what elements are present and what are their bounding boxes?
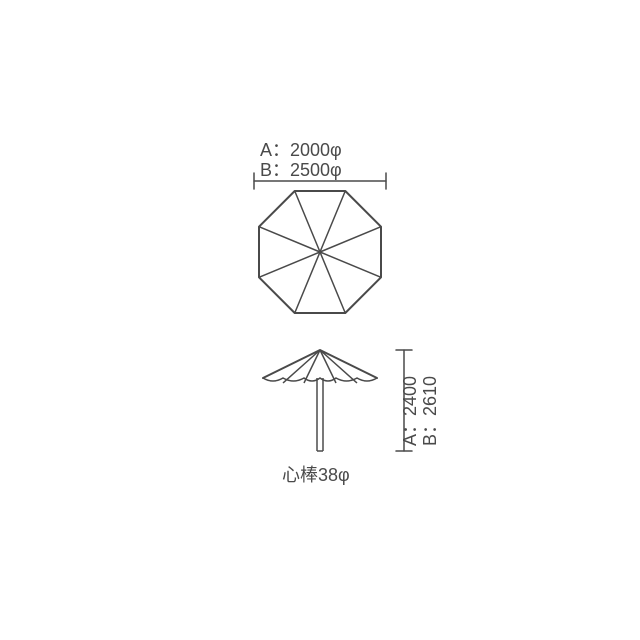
- top-dimension-a: A：2000φ: [260, 140, 342, 160]
- side-dimension-a: A：2400: [400, 376, 420, 446]
- top-dimension-b: B：2500φ: [260, 160, 342, 180]
- side-dimension-b: B：2610: [420, 376, 440, 446]
- pole-diameter-label: 心棒38φ: [282, 465, 350, 485]
- dimension-diagram: A：2000φB：2500φ 心棒38φ A：2400B：2610: [0, 0, 640, 640]
